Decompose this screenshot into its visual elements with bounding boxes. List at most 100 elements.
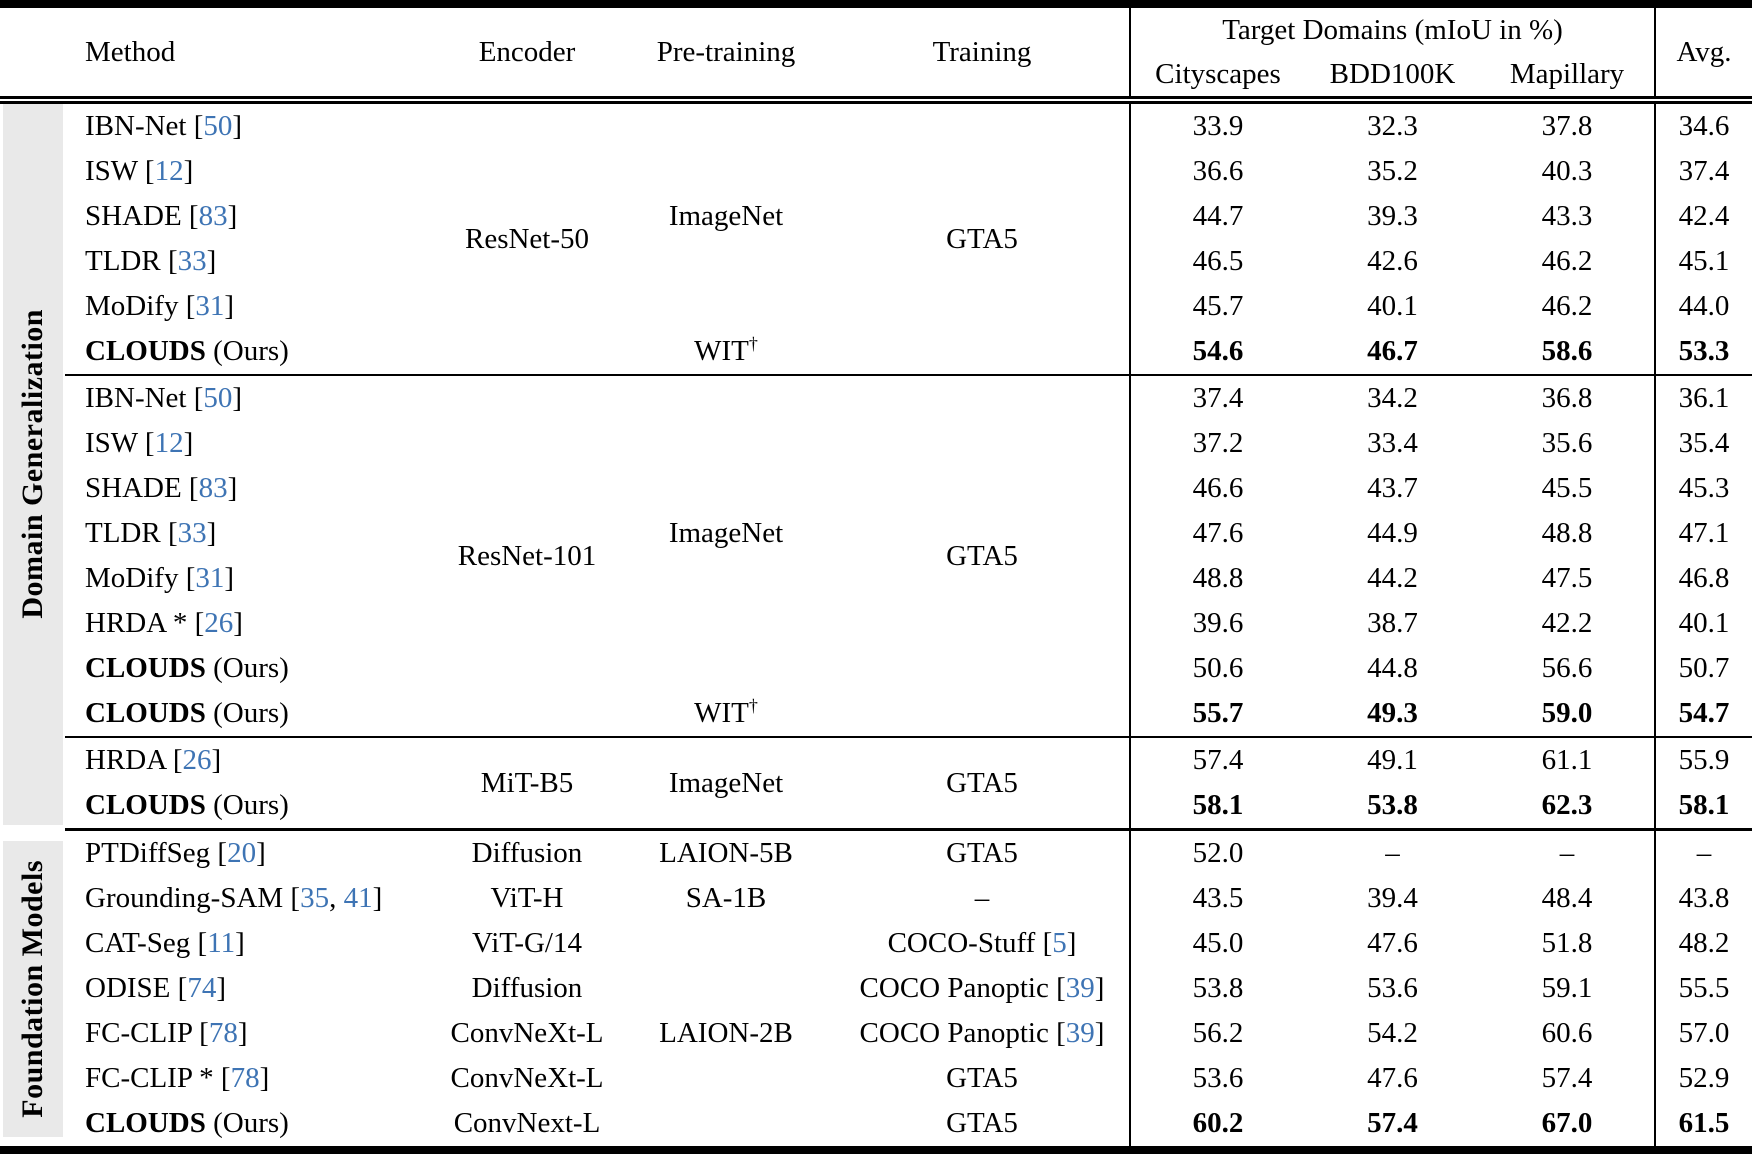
miou-value-cell: 46.2 — [1541, 290, 1593, 322]
column-header-method: Method — [65, 4, 437, 104]
table-row: SHADE [83] 46.6 43.7 45.5 45.3 — [0, 466, 1752, 511]
table-row: SHADE [83] 44.7 39.3 43.3 42.4 — [0, 194, 1752, 239]
method-cell: ISW [12] — [85, 155, 194, 187]
avg-value-cell: 58.1 — [1654, 783, 1752, 830]
cell-text: ViT-G/14 — [472, 927, 582, 959]
table-row: CAT-Seg [11] ViT-G/14 LAION-2B COCO-Stuff [… — [0, 921, 1752, 1049]
avg-value-cell: 47.1 — [1654, 511, 1752, 556]
cell-text: CLOUDS — [85, 652, 206, 684]
encoder-cell: ResNet-50 — [437, 100, 617, 375]
miou-value-cell: 59.1 — [1541, 972, 1593, 1004]
miou-value-cell: 37.4 — [1129, 374, 1305, 421]
pretraining-cell: LAION-2B — [617, 921, 835, 1151]
citation-link[interactable]: 12 — [154, 155, 184, 187]
cell-text: GTA5 — [946, 539, 1018, 572]
method-cell: SHADE [83] — [85, 200, 238, 232]
group-band: Foundation Models — [3, 840, 63, 1137]
miou-value-cell: 50.6 — [1129, 646, 1305, 691]
citation-link[interactable]: 31 — [195, 290, 225, 322]
training-cell: COCO-Stuff [5] — [887, 927, 1077, 959]
miou-value-cell: 57.4 — [1541, 1062, 1593, 1094]
citation-link[interactable]: 35 — [300, 882, 330, 914]
citation-link[interactable]: 20 — [227, 837, 257, 869]
citation-link[interactable]: 31 — [195, 562, 225, 594]
cell-text: ODISE — [85, 972, 171, 1004]
encoder-cell: ViT-H — [437, 876, 617, 921]
miou-value-cell: 32.3 — [1367, 110, 1418, 142]
table-body: Domain Generalization IBN-Net [50] ResNet-… — [0, 100, 1752, 1151]
cell-text: ISW — [85, 155, 138, 187]
avg-value-cell: 53.3 — [1654, 329, 1752, 375]
header-row-sub: Cityscapes BDD100K Mapillary — [0, 52, 1752, 104]
cell-text: SA-1B — [685, 882, 767, 914]
encoder-cell: ConvNext-L — [437, 1101, 617, 1151]
encoder-cell: Diffusion — [437, 828, 617, 876]
table-row: Grounding-SAM [35, 41] ViT-H SA-1B – 43.5 39.… — [0, 876, 1752, 921]
citation-link[interactable]: 78 — [230, 1062, 260, 1094]
cell-text: ImageNet — [668, 200, 784, 232]
citation-link[interactable]: 39 — [1065, 1017, 1095, 1049]
miou-value-cell: 44.7 — [1129, 194, 1305, 239]
citation-link[interactable]: 39 — [1065, 972, 1095, 1004]
cell-text: LAION-2B — [659, 1017, 793, 1049]
method-cell: CLOUDS (Ours) — [85, 652, 289, 684]
cell-text: ViT-H — [490, 882, 564, 914]
citation-link[interactable]: 83 — [198, 472, 228, 504]
table-row: MoDify [31] 45.7 40.1 46.2 44.0 — [0, 284, 1752, 329]
miou-value-cell: 45.7 — [1129, 284, 1305, 329]
avg-value-cell: 34.6 — [1654, 100, 1752, 149]
miou-value-cell: 44.2 — [1367, 562, 1418, 594]
miou-value-cell: – — [1305, 828, 1480, 876]
training-cell: COCO Panoptic [39] — [859, 1017, 1105, 1049]
avg-value-cell: 44.0 — [1654, 284, 1752, 329]
miou-value-cell: 55.7 — [1129, 691, 1305, 737]
citation-link[interactable]: 41 — [343, 882, 373, 914]
method-cell: TLDR [33] — [85, 245, 217, 277]
method-cell: Grounding-SAM [35, 41] — [85, 882, 383, 914]
column-header-mapillary: Mapillary — [1480, 52, 1656, 104]
citation-link[interactable]: 26 — [182, 744, 212, 776]
citation-link[interactable]: 50 — [203, 382, 233, 414]
table-row: FC-CLIP [78] ConvNeXt-L COCO Panoptic [39]… — [0, 1011, 1752, 1056]
cell-text: FC-CLIP — [85, 1017, 192, 1049]
citation-link[interactable]: 11 — [207, 927, 236, 959]
cell-text: ConvNeXt-L — [450, 1062, 604, 1094]
miou-value-cell: 44.8 — [1367, 652, 1418, 684]
cell-text: COCO Panoptic — [859, 972, 1049, 1004]
cell-text: HRDA — [85, 744, 166, 776]
miou-value-cell: 43.3 — [1541, 200, 1593, 232]
miou-value-cell: 54.2 — [1367, 1017, 1418, 1049]
citation-link[interactable]: 78 — [208, 1017, 238, 1049]
miou-value-cell: 45.5 — [1541, 472, 1593, 504]
citation-link[interactable]: 33 — [177, 517, 207, 549]
encoder-cell: ResNet-101 — [437, 374, 617, 737]
miou-value-cell: 48.8 — [1541, 517, 1593, 549]
miou-value-cell: 45.0 — [1129, 921, 1305, 966]
miou-value-cell: 33.9 — [1129, 100, 1305, 149]
miou-value-cell: 57.4 — [1367, 1107, 1418, 1139]
miou-value-cell: 42.6 — [1367, 245, 1418, 277]
citation-link[interactable]: 26 — [204, 607, 234, 639]
miou-value-cell: 46.7 — [1367, 335, 1418, 367]
table-row: MoDify [31] 48.8 44.2 47.5 46.8 — [0, 556, 1752, 601]
citation-link[interactable]: 12 — [154, 427, 184, 459]
miou-value-cell: 46.6 — [1129, 466, 1305, 511]
avg-value-cell: 61.5 — [1654, 1101, 1752, 1151]
cell-text: WIT — [694, 697, 749, 729]
miou-value-cell: 58.1 — [1129, 783, 1305, 830]
table-row: TLDR [33] 47.6 44.9 48.8 47.1 — [0, 511, 1752, 556]
miou-value-cell: 53.8 — [1129, 966, 1305, 1011]
citation-link[interactable]: 5 — [1052, 927, 1067, 959]
citation-link[interactable]: 50 — [203, 110, 233, 142]
miou-value-cell: 54.6 — [1129, 329, 1305, 375]
citation-link[interactable]: 33 — [177, 245, 207, 277]
cell-text: ResNet-101 — [457, 539, 597, 572]
table-row: TLDR [33] 46.5 42.6 46.2 45.1 — [0, 239, 1752, 284]
cell-text: CLOUDS — [85, 697, 206, 729]
miou-value-cell: 46.5 — [1129, 239, 1305, 284]
training-cell: – — [835, 876, 1130, 921]
avg-value-cell: 50.7 — [1654, 646, 1752, 691]
citation-link[interactable]: 74 — [187, 972, 217, 1004]
citation-link[interactable]: 83 — [198, 200, 228, 232]
